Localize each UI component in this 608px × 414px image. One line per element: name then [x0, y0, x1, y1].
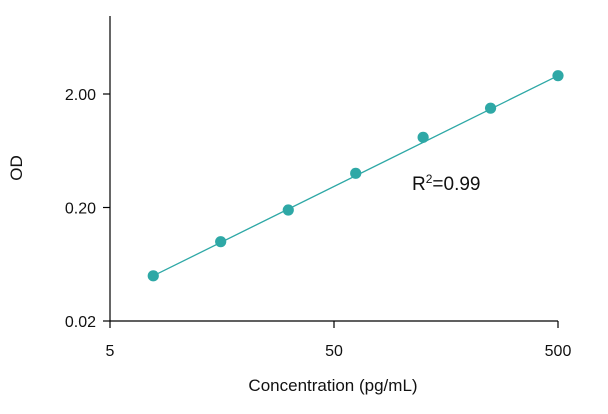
r-squared-value: =0.99: [432, 174, 480, 195]
y-axis-title: OD: [7, 155, 26, 181]
data-point: [484, 102, 497, 114]
data-point: [552, 70, 564, 82]
data-point: [417, 131, 429, 143]
y-tick-label: 0.02: [65, 314, 96, 331]
r-squared-base: R: [412, 174, 426, 195]
data-point: [282, 204, 294, 216]
r-squared-superscript: 2: [426, 172, 433, 186]
y-tick-label: 0.20: [65, 201, 96, 218]
data-point: [147, 270, 159, 282]
r-squared-annotation: R2=0.99: [412, 172, 481, 195]
axes-layer: [109, 16, 558, 322]
x-tick-label: 50: [325, 343, 343, 360]
data-point: [215, 236, 227, 248]
y-tick-label: 2.00: [65, 87, 96, 104]
x-tick-label: 5: [106, 343, 115, 360]
data-point: [350, 167, 362, 179]
ticks-layer: 5 50 500 0.02 0.20 2.00: [65, 87, 572, 360]
x-axis-title: Concentration (pg/mL): [248, 376, 417, 395]
x-tick-label: 500: [545, 343, 572, 360]
points-layer: [147, 70, 564, 282]
